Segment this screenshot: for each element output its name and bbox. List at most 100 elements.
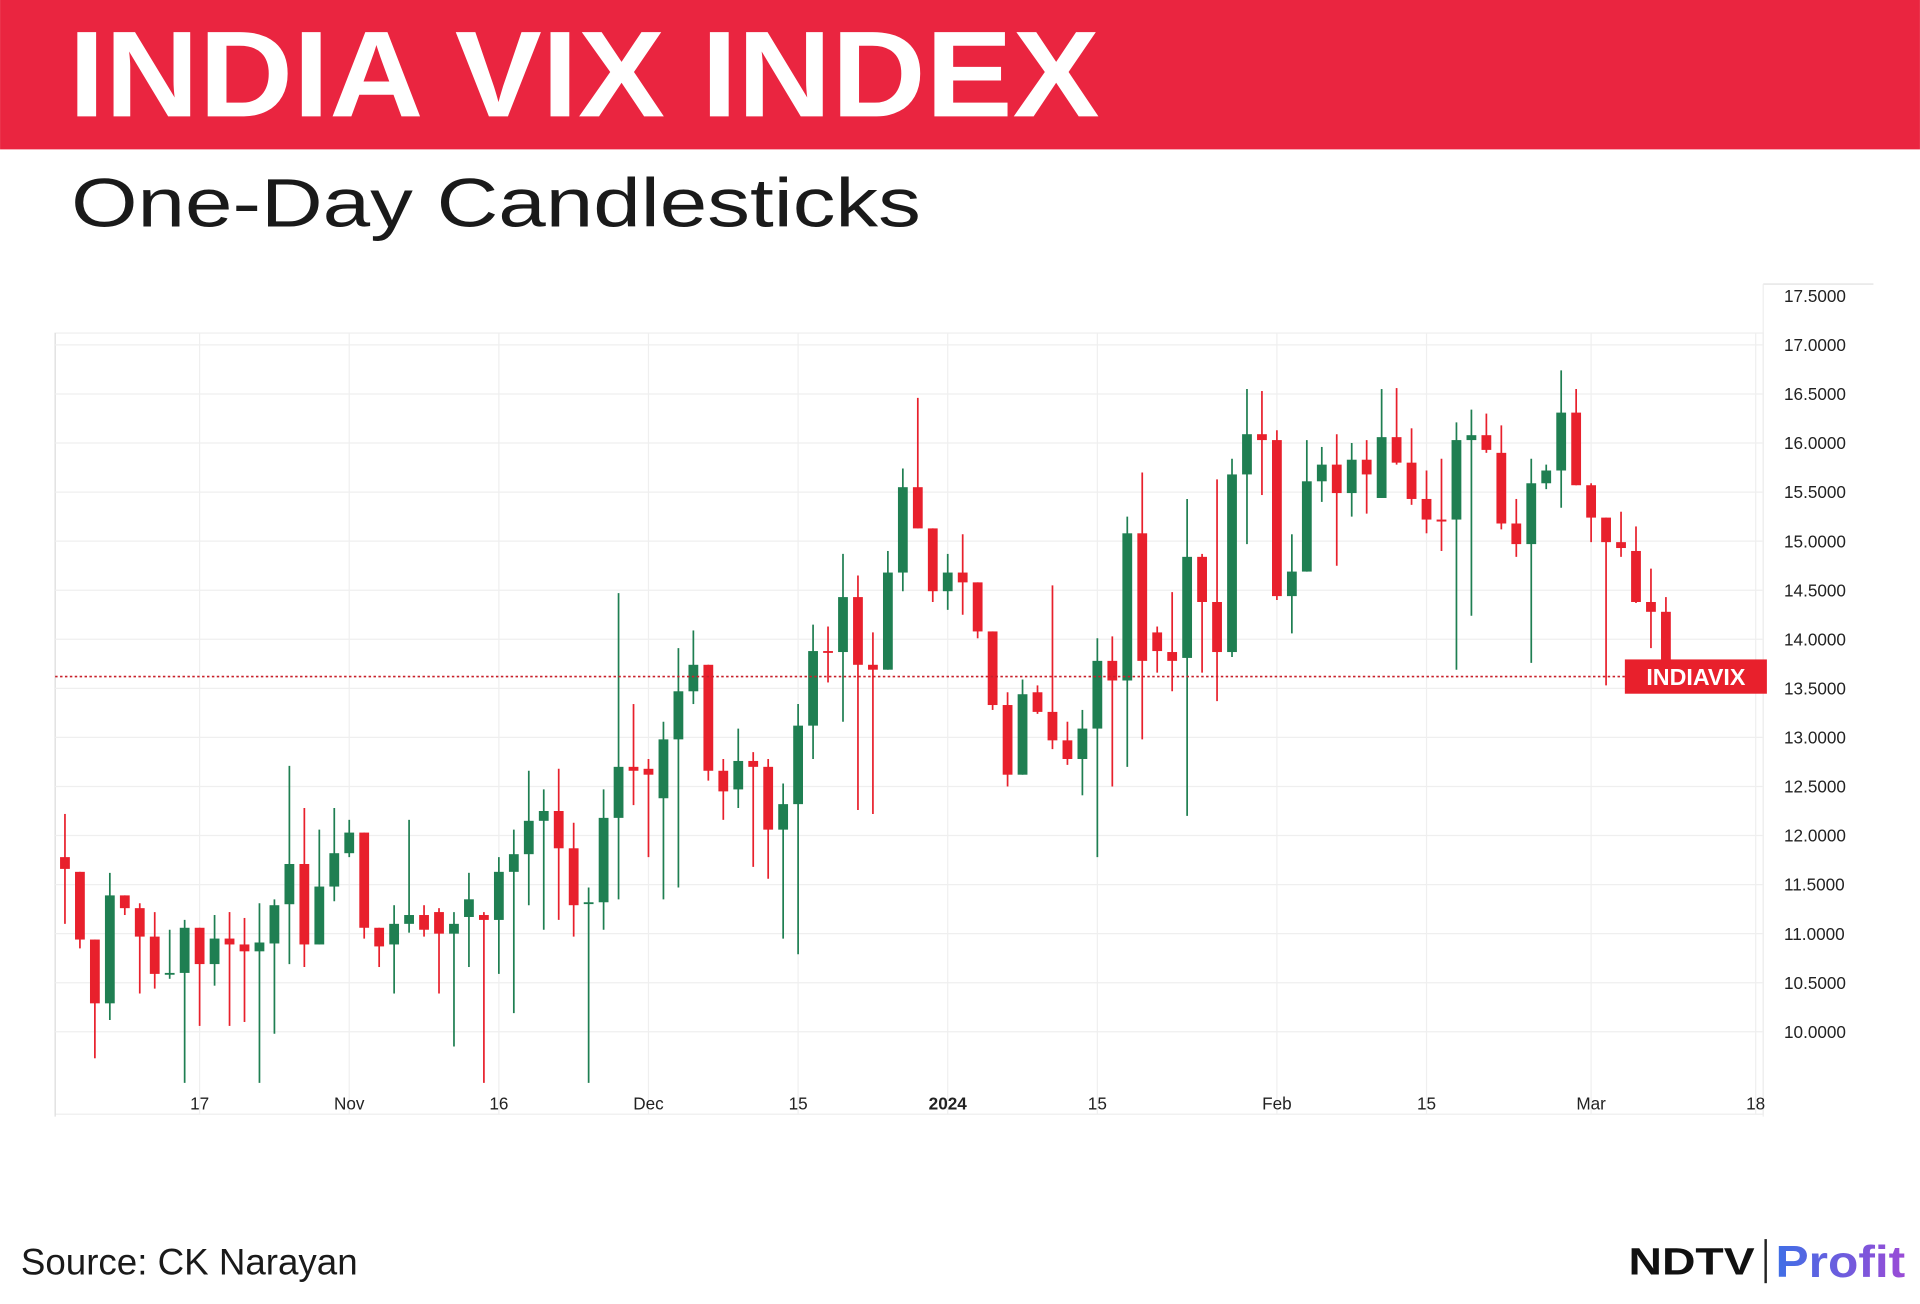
candle-body	[1257, 434, 1267, 441]
candle-body	[419, 915, 429, 930]
last-price-tag	[1624, 659, 1767, 694]
x-tick-label: Mar	[1576, 1093, 1606, 1113]
chart-title: INDIA VIX INDEX	[69, 5, 1100, 142]
candle-body	[583, 902, 594, 905]
candle-body	[60, 857, 70, 869]
y-tick-label: 14.0000	[1784, 629, 1846, 649]
candle-body	[1032, 692, 1043, 712]
candle-body	[344, 832, 355, 854]
candle-body	[179, 927, 190, 973]
candle-body	[808, 651, 818, 726]
y-tick-label: 12.5000	[1784, 777, 1846, 797]
candle-body	[763, 766, 774, 830]
overlay: INDIAVIX	[55, 659, 1767, 694]
x-tick-label: Feb	[1262, 1093, 1292, 1113]
y-tick-label: 13.5000	[1784, 678, 1846, 698]
x-tick-label: 15	[1088, 1093, 1107, 1113]
candle-body	[1137, 533, 1148, 661]
candle-body	[404, 915, 414, 924]
candle-body	[1601, 517, 1611, 543]
candle-body	[1376, 437, 1387, 498]
candle-body	[1631, 550, 1641, 602]
y-tick-label: 10.5000	[1784, 973, 1846, 993]
y-tick-label: 15.5000	[1784, 482, 1846, 502]
candle-body	[748, 760, 759, 767]
candle-body	[987, 631, 998, 706]
candle-body	[853, 597, 863, 665]
candle-body	[613, 766, 624, 818]
last-price-label: INDIAVIX	[1646, 664, 1746, 690]
y-tick-label: 17.5000	[1784, 286, 1846, 306]
x-tick-label: 2024	[929, 1093, 968, 1113]
candle-body	[1047, 711, 1058, 741]
candle-body	[89, 939, 100, 1004]
y-tick-label: 17.0000	[1784, 335, 1846, 355]
candle-body	[1331, 464, 1342, 494]
candle-body	[434, 912, 444, 934]
candle-body	[329, 853, 340, 887]
y-tick-label: 10.0000	[1784, 1022, 1846, 1042]
candle-body	[314, 886, 325, 945]
candle-body	[1361, 459, 1372, 475]
candle-body	[1286, 571, 1297, 597]
candles	[60, 370, 1671, 1083]
x-tick-label: 16	[489, 1093, 508, 1113]
y-tick-label: 11.0000	[1784, 924, 1845, 944]
chart-subtitle: One-Day Candlesticks	[71, 165, 921, 242]
candle-body	[239, 944, 250, 952]
x-tick-label: 15	[1417, 1093, 1436, 1113]
candle-body	[912, 487, 923, 529]
y-tick-label: 15.0000	[1784, 531, 1846, 551]
header-band	[0, 0, 1920, 150]
candle-body	[389, 923, 400, 945]
candle-body	[104, 895, 115, 1004]
candle-body	[1122, 533, 1133, 681]
candle-body	[1661, 611, 1671, 677]
candle-body	[254, 942, 265, 952]
candle-body	[1391, 437, 1402, 463]
y-tick-label: 12.0000	[1784, 826, 1846, 846]
candle-body	[838, 597, 848, 653]
candle-body	[688, 664, 699, 692]
candle-body	[224, 938, 235, 945]
candle-body	[553, 811, 564, 849]
candle-body	[1541, 470, 1552, 484]
candle-body	[1212, 601, 1222, 653]
candle-body	[479, 915, 489, 920]
candle-body	[1451, 440, 1462, 520]
candle-body	[508, 854, 519, 872]
candle-body	[1406, 462, 1417, 499]
candle-body	[1646, 601, 1656, 612]
candle-body	[1152, 632, 1163, 652]
plot-frame	[54, 332, 1764, 1115]
candle-body	[1616, 542, 1626, 549]
candle-body	[1586, 485, 1597, 518]
candle-body	[134, 908, 145, 937]
candle-body	[882, 572, 893, 670]
candle-body	[972, 582, 983, 632]
candle-body	[164, 972, 175, 975]
candle-body	[209, 938, 220, 965]
candle-body	[149, 936, 160, 974]
x-tick-label: 15	[789, 1093, 808, 1113]
x-tick-label: 17	[190, 1093, 209, 1113]
candle-body	[568, 848, 579, 906]
candle-body	[359, 832, 370, 928]
candle-body	[942, 572, 953, 592]
candle-body	[1436, 519, 1447, 522]
candle-body	[1107, 660, 1118, 681]
candle-body	[598, 817, 609, 903]
candle-body	[1526, 483, 1537, 545]
candle-body	[643, 768, 654, 775]
brand-product: Profit	[1775, 1238, 1905, 1287]
candle-body	[1227, 474, 1237, 653]
candle-body	[1316, 464, 1327, 482]
candle-body	[538, 811, 549, 821]
candle-body	[1077, 728, 1088, 759]
candle-body	[673, 691, 684, 740]
candle-body	[523, 820, 534, 855]
candle-body	[1062, 740, 1073, 759]
x-tick-label: Dec	[633, 1093, 664, 1113]
candle-body	[1167, 652, 1178, 661]
